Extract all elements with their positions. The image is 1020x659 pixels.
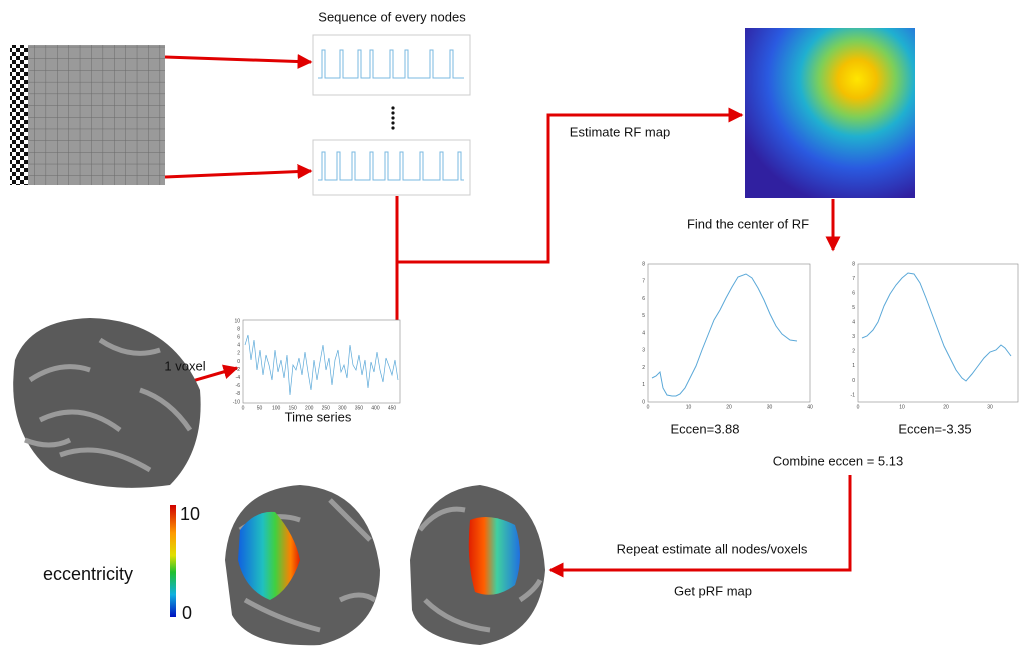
y-tick-label: 5 [852,305,855,311]
colorbar-min: 0 [182,603,192,623]
eccen-right: Eccen=-3.35 [898,421,971,436]
x-tick-label: 30 [987,404,993,410]
x-tick-label: 20 [726,404,732,410]
sequence-title: Sequence of every nodes [318,9,466,24]
y-tick-label: 2 [852,349,855,355]
x-tick-label: 0 [242,405,245,411]
y-tick-label: 1 [852,363,855,369]
y-tick-label: 4 [642,330,645,336]
x-tick-label: 40 [807,404,813,410]
right-plot [857,263,1019,403]
time-series-label: Time series [285,409,352,424]
ellipsis [391,106,395,130]
y-tick-label: 0 [642,399,645,405]
y-tick-label: 7 [642,279,645,285]
y-tick-label: 5 [642,313,645,319]
rf-map [745,28,915,198]
combine-label: Combine eccen = 5.13 [773,453,903,468]
y-tick-label: 10 [234,318,240,324]
y-tick-label: 4 [852,320,855,326]
y-tick-label: 8 [852,261,855,267]
y-tick-label: -8 [236,391,241,397]
x-tick-label: 450 [388,405,397,411]
x-tick-label: 150 [288,405,297,411]
y-tick-label: 7 [852,276,855,282]
y-tick-label: -10 [233,399,240,405]
y-tick-label: 3 [852,334,855,340]
x-tick-label: 10 [899,404,905,410]
y-tick-label: 4 [237,343,240,349]
brain-map-right [410,485,545,645]
x-tick-label: 50 [257,405,263,411]
find-center-label: Find the center of RF [687,216,809,231]
x-tick-label: 20 [943,404,949,410]
x-tick-label: 0 [647,404,650,410]
y-tick-label: 6 [237,335,240,341]
checkerboard [10,45,28,185]
estimate-label: Estimate RF map [570,124,670,139]
x-tick-label: 350 [355,405,364,411]
y-tick-label: -6 [236,383,241,389]
repeat-label: Repeat estimate all nodes/voxels [617,541,808,556]
x-tick-label: 10 [686,404,692,410]
x-tick-label: 300 [338,405,347,411]
eccentricity-label: eccentricity [43,564,133,584]
time-series-plot [242,319,401,404]
x-tick-label: 0 [857,404,860,410]
y-tick-label: 3 [642,348,645,354]
y-tick-label: -1 [851,392,856,398]
y-tick-label: -2 [236,367,241,373]
brain-map-left [225,485,380,646]
left-plot [647,263,811,403]
sequence-box [312,34,471,196]
brain [13,318,201,488]
x-tick-label: 30 [767,404,773,410]
x-tick-label: 100 [272,405,281,411]
y-tick-label: 6 [852,290,855,296]
voxel-label: 1 voxel [164,358,205,373]
colorbar-max: 10 [180,504,200,524]
stimulus-grid [28,45,165,185]
y-tick-label: 0 [237,359,240,365]
x-tick-label: 400 [371,405,380,411]
y-tick-label: 6 [642,296,645,302]
colorbar [170,505,176,617]
y-tick-label: 2 [642,365,645,371]
y-tick-label: 0 [852,378,855,384]
y-tick-label: -4 [236,375,241,381]
y-tick-label: 1 [642,382,645,388]
eccen-left: Eccen=3.88 [670,421,739,436]
y-tick-label: 8 [237,326,240,332]
y-tick-label: 8 [642,261,645,267]
x-tick-label: 250 [322,405,331,411]
y-tick-label: 2 [237,351,240,357]
x-tick-label: 200 [305,405,314,411]
get-map-label: Get pRF map [674,583,752,598]
